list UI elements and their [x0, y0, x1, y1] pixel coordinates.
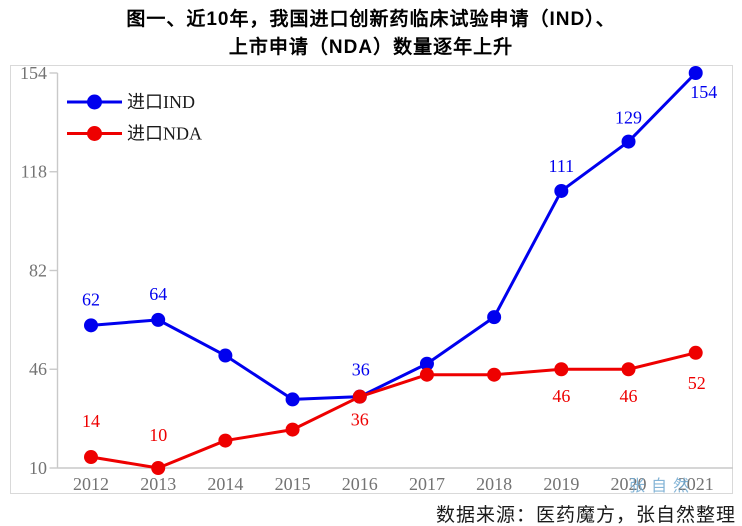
x-tick-label: 2021 — [678, 474, 714, 494]
chart-title-line1: 图一、近10年，我国进口创新药临床试验申请（IND）、 — [126, 9, 616, 30]
ind-data-label-2021: 154 — [690, 82, 717, 102]
ind-point-2020 — [621, 134, 636, 149]
x-tick-label: 2018 — [476, 474, 512, 494]
y-tick-label: 10 — [29, 458, 47, 478]
x-tick-label: 2017 — [409, 474, 445, 494]
nda-data-label-2016: 36 — [351, 410, 369, 430]
ind-data-label-2012: 62 — [82, 289, 100, 309]
y-tick-label: 82 — [29, 260, 47, 280]
nda-data-label-2013: 10 — [149, 425, 167, 445]
y-tick-label: 154 — [20, 63, 47, 83]
nda-point-2019 — [554, 362, 569, 377]
x-tick-label: 2014 — [207, 474, 243, 494]
x-tick-label: 2012 — [73, 474, 109, 494]
nda-data-label-2012: 14 — [82, 411, 100, 431]
ind-point-2019 — [554, 183, 569, 198]
nda-point-2013 — [151, 461, 166, 475]
x-tick-label: 2019 — [543, 474, 579, 494]
nda-point-2015 — [285, 422, 300, 437]
ind-data-label-2019: 111 — [548, 156, 574, 176]
y-tick-label: 118 — [21, 162, 47, 182]
nda-data-label-2019: 46 — [552, 386, 570, 406]
y-tick-label: 46 — [29, 359, 47, 379]
x-tick-label: 2020 — [611, 474, 647, 494]
x-tick-label: 2015 — [275, 474, 311, 494]
plot-outer-border — [10, 65, 733, 494]
ind-point-2018 — [487, 310, 502, 325]
ind-point-2014 — [218, 348, 233, 363]
nda-point-2012 — [84, 450, 98, 465]
data-source: 数据来源：医药魔方，张自然整理 — [435, 505, 736, 526]
ind-point-2017 — [419, 356, 434, 371]
ind-data-label-2013: 64 — [149, 284, 167, 304]
chart-title: 图一、近10年，我国进口创新药临床试验申请（IND）、 上市申请（NDA）数量逐… — [0, 6, 742, 62]
legend-nda-marker — [87, 126, 102, 141]
ind-line — [89, 71, 698, 401]
x-tick-label: 2013 — [140, 474, 176, 494]
x-tick-label: 2016 — [342, 474, 378, 494]
ind-point-2015 — [285, 392, 300, 407]
ind-point-2013 — [151, 312, 166, 327]
ind-point-2021 — [688, 65, 703, 80]
nda-point-2018 — [487, 367, 502, 382]
legend-ind-label: 进口IND — [127, 92, 195, 112]
watermark: 张自然 — [629, 478, 696, 495]
ind-point-2012 — [84, 318, 98, 333]
nda-point-2017 — [419, 367, 434, 382]
nda-point-2021 — [688, 345, 703, 360]
nda-point-2020 — [621, 362, 636, 377]
legend-ind-marker — [87, 94, 102, 110]
ind-data-label-2016: 36 — [352, 360, 370, 380]
legend-nda-label: 进口NDA — [127, 124, 202, 144]
nda-point-2016 — [352, 389, 367, 404]
nda-data-label-2020: 46 — [620, 386, 638, 406]
nda-point-2014 — [218, 433, 233, 448]
nda-line — [89, 351, 698, 470]
chart-title-line2: 上市申请（NDA）数量逐年上升 — [228, 37, 514, 58]
nda-data-label-2021: 52 — [688, 373, 706, 393]
ind-data-label-2020: 129 — [615, 108, 642, 128]
